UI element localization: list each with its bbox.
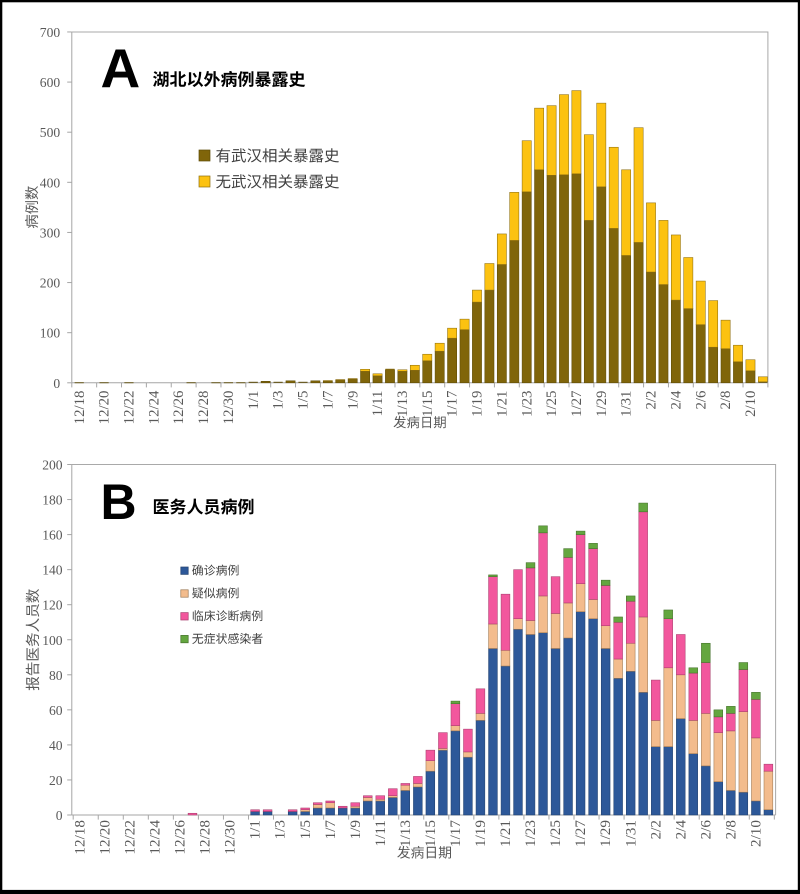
- svg-text:1/25: 1/25: [547, 820, 564, 847]
- svg-text:2/10: 2/10: [747, 820, 764, 847]
- svg-text:2/6: 2/6: [693, 391, 709, 410]
- svg-text:1/7: 1/7: [322, 820, 339, 840]
- svg-text:1/29: 1/29: [597, 820, 614, 847]
- svg-text:1/23: 1/23: [522, 820, 539, 847]
- svg-text:1/1: 1/1: [246, 391, 262, 410]
- svg-text:1/13: 1/13: [395, 391, 411, 417]
- svg-text:2/10: 2/10: [743, 391, 759, 417]
- svg-text:160: 160: [42, 528, 63, 543]
- svg-text:500: 500: [40, 125, 61, 140]
- svg-text:2/2: 2/2: [644, 391, 660, 410]
- svg-text:12/22: 12/22: [121, 820, 138, 855]
- svg-text:2/8: 2/8: [722, 820, 739, 840]
- svg-text:600: 600: [40, 75, 61, 90]
- svg-text:700: 700: [40, 25, 61, 40]
- svg-text:20: 20: [49, 773, 63, 788]
- svg-text:1/31: 1/31: [622, 820, 639, 847]
- svg-text:1/17: 1/17: [447, 820, 464, 847]
- svg-text:2/4: 2/4: [672, 820, 689, 840]
- svg-text:1/11: 1/11: [372, 820, 389, 846]
- svg-text:1/21: 1/21: [497, 820, 514, 847]
- svg-text:2/4: 2/4: [668, 390, 684, 410]
- svg-text:400: 400: [40, 175, 61, 190]
- svg-text:12/26: 12/26: [171, 391, 187, 425]
- svg-text:1/15: 1/15: [420, 391, 436, 417]
- svg-text:12/20: 12/20: [96, 820, 113, 855]
- svg-text:120: 120: [42, 598, 63, 613]
- svg-text:12/30: 12/30: [221, 391, 237, 425]
- svg-text:12/24: 12/24: [147, 820, 164, 855]
- svg-text:12/28: 12/28: [197, 820, 214, 855]
- svg-text:12/30: 12/30: [222, 820, 239, 855]
- svg-text:60: 60: [49, 703, 63, 718]
- svg-text:1/25: 1/25: [544, 391, 560, 417]
- svg-text:1/3: 1/3: [271, 391, 287, 410]
- svg-text:12/20: 12/20: [97, 391, 113, 425]
- svg-text:12/28: 12/28: [196, 391, 212, 425]
- svg-text:1/7: 1/7: [320, 391, 336, 410]
- svg-text:100: 100: [42, 633, 63, 648]
- svg-text:1/17: 1/17: [445, 391, 461, 417]
- svg-text:0: 0: [53, 376, 60, 391]
- svg-text:1/5: 1/5: [296, 391, 312, 410]
- svg-text:140: 140: [42, 563, 63, 578]
- svg-text:12/24: 12/24: [146, 390, 162, 424]
- svg-text:1/29: 1/29: [594, 391, 610, 417]
- svg-text:1/3: 1/3: [272, 820, 289, 839]
- svg-text:1/9: 1/9: [347, 820, 364, 839]
- svg-text:1/23: 1/23: [519, 391, 535, 417]
- svg-text:A: A: [101, 37, 141, 99]
- svg-text:0: 0: [56, 808, 63, 823]
- svg-text:1/15: 1/15: [422, 820, 439, 847]
- svg-text:1/19: 1/19: [472, 820, 489, 847]
- svg-text:1/9: 1/9: [345, 391, 361, 410]
- svg-text:B: B: [101, 474, 137, 530]
- svg-text:1/11: 1/11: [370, 391, 386, 417]
- svg-text:1/19: 1/19: [470, 391, 486, 417]
- svg-text:1/27: 1/27: [569, 391, 585, 417]
- svg-text:1/27: 1/27: [572, 820, 589, 847]
- svg-text:80: 80: [49, 668, 63, 683]
- svg-text:12/22: 12/22: [122, 391, 138, 425]
- svg-text:12/18: 12/18: [71, 820, 88, 855]
- svg-text:180: 180: [42, 493, 63, 508]
- svg-text:40: 40: [49, 738, 63, 753]
- svg-text:1/21: 1/21: [494, 391, 510, 417]
- svg-text:1/1: 1/1: [247, 820, 264, 839]
- svg-text:200: 200: [40, 276, 61, 291]
- svg-text:12/18: 12/18: [72, 391, 88, 425]
- svg-text:100: 100: [40, 326, 61, 341]
- svg-text:2/2: 2/2: [647, 820, 664, 839]
- svg-text:1/31: 1/31: [619, 391, 635, 417]
- svg-text:300: 300: [40, 225, 61, 240]
- svg-text:1/13: 1/13: [397, 820, 414, 847]
- svg-text:2/6: 2/6: [697, 820, 714, 840]
- svg-text:200: 200: [42, 458, 63, 473]
- svg-text:1/5: 1/5: [297, 820, 314, 839]
- svg-text:2/8: 2/8: [718, 391, 734, 410]
- svg-text:12/26: 12/26: [172, 820, 189, 855]
